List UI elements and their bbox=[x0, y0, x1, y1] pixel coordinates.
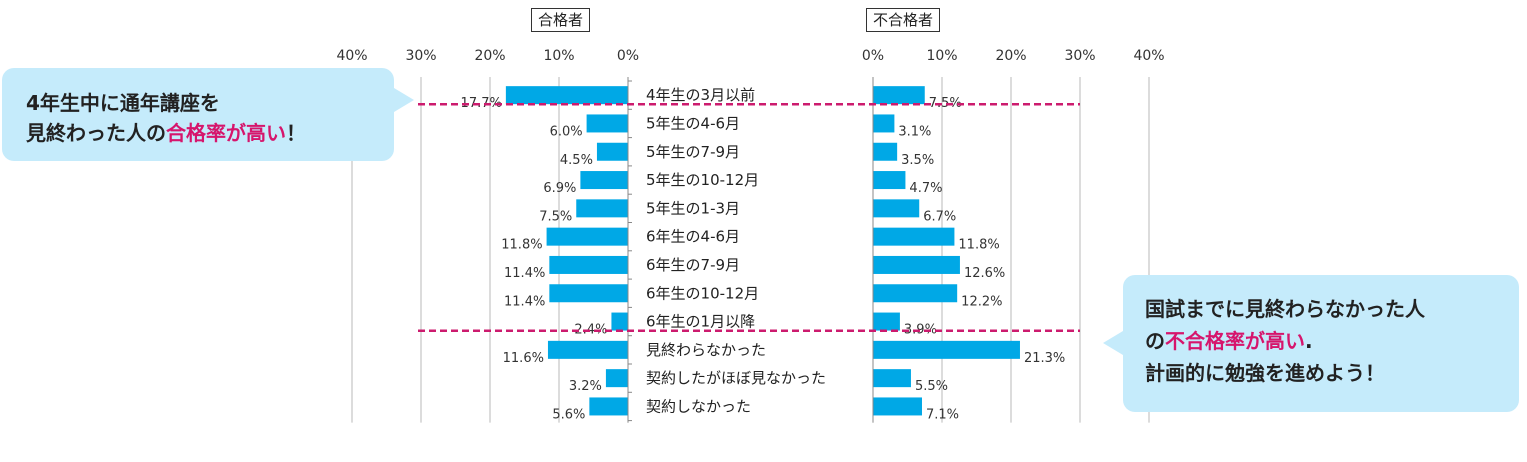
pass-value-label: 11.6% bbox=[503, 351, 544, 366]
pass-bar bbox=[586, 114, 628, 133]
fail-bar bbox=[873, 199, 920, 218]
category-label: 4年生の3月以前 bbox=[646, 86, 755, 104]
left-axis-tick-label: 0% bbox=[617, 48, 639, 64]
category-label: 5年生の4-6月 bbox=[646, 114, 740, 132]
category-label: 5年生の10-12月 bbox=[646, 171, 759, 189]
fail-value-label: 3.9% bbox=[904, 323, 937, 338]
pass-value-label: 2.4% bbox=[574, 323, 607, 338]
callout-line: の不合格率が高い. bbox=[1145, 329, 1313, 353]
category-label: 6年生の10-12月 bbox=[646, 284, 759, 302]
pass-bar bbox=[505, 86, 628, 105]
pass-value-label: 11.8% bbox=[501, 238, 542, 253]
fail-value-label: 4.7% bbox=[909, 181, 942, 196]
fail-bar bbox=[873, 284, 958, 303]
category-label: 契約したがほぼ見なかった bbox=[646, 369, 826, 387]
pass-bar bbox=[576, 199, 628, 218]
pass-value-label: 4.5% bbox=[560, 153, 593, 168]
fail-value-label: 21.3% bbox=[1024, 351, 1065, 366]
callout-tail bbox=[1103, 331, 1123, 355]
fail-bar bbox=[873, 86, 925, 105]
callout-pass-note: 4年生中に通年講座を 見終わった人の合格率が高い！ bbox=[2, 68, 414, 161]
fail-value-label: 12.2% bbox=[961, 294, 1002, 309]
category-label: 契約しなかった bbox=[646, 397, 751, 415]
fail-value-label: 5.5% bbox=[915, 379, 948, 394]
right-axis-tick-label: 30% bbox=[1064, 48, 1095, 64]
pass-value-label: 11.4% bbox=[504, 266, 545, 281]
highlight-text: 合格率が高い bbox=[166, 121, 286, 145]
pass-bar bbox=[547, 340, 628, 359]
fail-bar bbox=[873, 114, 895, 133]
category-label: 6年生の4-6月 bbox=[646, 228, 740, 246]
fail-value-label: 11.8% bbox=[958, 238, 999, 253]
pass-value-label: 6.9% bbox=[543, 181, 576, 196]
fail-value-label: 7.1% bbox=[926, 407, 959, 422]
fail-value-label: 3.1% bbox=[898, 124, 931, 139]
category-label: 5年生の1-3月 bbox=[646, 199, 740, 217]
highlight-text: 不合格率が高い bbox=[1165, 329, 1305, 353]
fail-bar bbox=[873, 340, 1020, 359]
callout-line: 計画的に勉強を進めよう！ bbox=[1145, 361, 1385, 385]
pass-section-label: 合格者 bbox=[531, 8, 591, 32]
fail-bar bbox=[873, 255, 960, 274]
pass-bar bbox=[549, 255, 628, 274]
pass-bar bbox=[605, 369, 628, 388]
fail-section-label: 不合格者 bbox=[866, 8, 941, 32]
pass-value-label: 5.6% bbox=[552, 407, 585, 422]
pass-value-label: 6.0% bbox=[550, 124, 583, 139]
pass-bar bbox=[580, 171, 628, 190]
category-label: 5年生の7-9月 bbox=[646, 143, 740, 161]
right-axis-tick-label: 10% bbox=[926, 48, 957, 64]
left-axis-tick-label: 30% bbox=[405, 48, 436, 64]
fail-value-label: 6.7% bbox=[923, 209, 956, 224]
pass-value-label: 7.5% bbox=[539, 209, 572, 224]
fail-value-label: 3.5% bbox=[901, 153, 934, 168]
fail-bar bbox=[873, 312, 900, 331]
pass-value-label: 11.4% bbox=[504, 294, 545, 309]
pass-bar bbox=[611, 312, 628, 331]
pass-bar bbox=[589, 397, 628, 416]
left-axis-tick-label: 40% bbox=[336, 48, 367, 64]
category-label: 6年生の1月以降 bbox=[646, 313, 755, 331]
callout-tail bbox=[394, 88, 414, 112]
callout-line: 4年生中に通年講座を bbox=[26, 91, 220, 115]
right-axis-tick-label: 0% bbox=[862, 48, 884, 64]
pass-bar bbox=[546, 227, 628, 246]
callout-line: 見終わった人の合格率が高い！ bbox=[26, 121, 306, 145]
fail-bar bbox=[873, 369, 911, 388]
category-label: 見終わらなかった bbox=[646, 341, 766, 359]
callout-line: 国試までに見終わらなかった人 bbox=[1145, 297, 1425, 321]
pass-bar bbox=[549, 284, 628, 303]
fail-bar bbox=[873, 142, 898, 161]
right-axis-tick-label: 40% bbox=[1133, 48, 1164, 64]
pass-value-label: 3.2% bbox=[569, 379, 602, 394]
right-axis-tick-label: 20% bbox=[995, 48, 1026, 64]
left-axis-tick-label: 10% bbox=[543, 48, 574, 64]
fail-bar bbox=[873, 227, 955, 246]
fail-bar bbox=[873, 171, 906, 190]
pass-value-label: 17.7% bbox=[461, 96, 502, 111]
category-label: 6年生の7-9月 bbox=[646, 256, 740, 274]
pass-bar bbox=[596, 142, 628, 161]
fail-value-label: 12.6% bbox=[964, 266, 1005, 281]
left-axis-tick-label: 20% bbox=[474, 48, 505, 64]
fail-bar bbox=[873, 397, 922, 416]
fail-value-label: 7.5% bbox=[929, 96, 962, 111]
callout-fail-note: 国試までに見終わらなかった人 の不合格率が高い. 計画的に勉強を進めよう！ bbox=[1103, 275, 1519, 412]
